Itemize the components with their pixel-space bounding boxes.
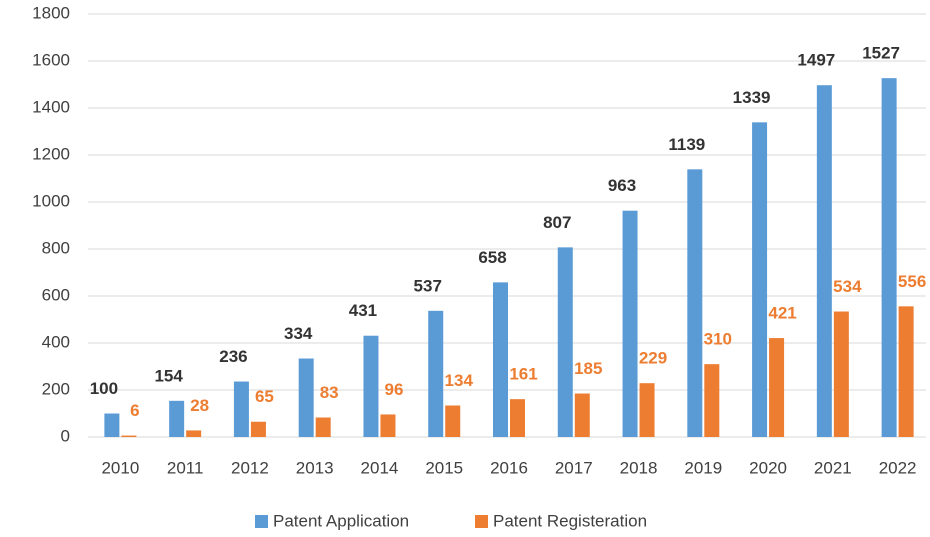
- y-tick-label: 600: [42, 285, 70, 304]
- x-tick-label: 2022: [879, 458, 917, 477]
- bar: [622, 210, 638, 437]
- bar: [233, 381, 249, 437]
- y-tick-label: 200: [42, 379, 70, 398]
- bar: [510, 399, 525, 437]
- bar: [169, 400, 185, 437]
- x-tick-label: 2011: [167, 458, 204, 477]
- value-label: 185: [574, 359, 602, 378]
- bar: [445, 405, 461, 437]
- value-label: 83: [320, 383, 339, 402]
- bar: [881, 78, 897, 437]
- bar: [298, 358, 314, 437]
- bar: [769, 338, 785, 437]
- y-tick-label: 1800: [32, 3, 70, 22]
- y-tick-label: 1600: [32, 50, 70, 69]
- value-label: 65: [255, 387, 274, 406]
- value-label: 236: [219, 347, 247, 366]
- x-tick-label: 2016: [490, 458, 528, 477]
- y-tick-label: 1200: [32, 144, 70, 163]
- x-tick-label: 2015: [425, 458, 463, 477]
- legend-swatch: [255, 515, 268, 528]
- bar: [687, 169, 703, 437]
- value-label: 1497: [797, 51, 835, 70]
- x-tick-label: 2014: [361, 458, 399, 477]
- value-label: 963: [608, 176, 636, 195]
- x-tick-label: 2021: [814, 458, 852, 477]
- legend-label: Patent Application: [273, 511, 409, 530]
- x-tick-label: 2019: [684, 458, 722, 477]
- value-label: 537: [414, 276, 442, 295]
- bar: [898, 306, 914, 437]
- value-label: 28: [190, 396, 209, 415]
- bar: [363, 335, 379, 437]
- y-tick-label: 400: [42, 332, 70, 351]
- bar: [104, 413, 120, 437]
- value-label: 161: [509, 365, 537, 384]
- value-label: 154: [154, 366, 183, 385]
- value-label: 100: [90, 379, 118, 398]
- value-label: 431: [349, 301, 377, 320]
- value-label: 310: [704, 330, 732, 349]
- y-tick-label: 800: [42, 238, 70, 257]
- value-label: 229: [639, 349, 667, 368]
- value-label: 1139: [668, 135, 705, 154]
- x-tick-label: 2012: [231, 458, 269, 477]
- value-label: 534: [833, 277, 862, 296]
- value-label: 334: [284, 324, 313, 343]
- x-tick-label: 2017: [555, 458, 593, 477]
- x-tick-label: 2013: [296, 458, 334, 477]
- bar: [186, 430, 202, 437]
- value-label: 96: [385, 380, 404, 399]
- bar: [315, 417, 331, 437]
- bar: [639, 383, 655, 437]
- y-tick-label: 1000: [32, 191, 70, 210]
- bar: [121, 435, 137, 437]
- x-tick-label: 2020: [749, 458, 787, 477]
- bar: [557, 247, 573, 437]
- legend-label: Patent Registeration: [493, 511, 647, 530]
- value-label: 807: [543, 213, 571, 232]
- bar: [380, 414, 396, 437]
- bar: [752, 122, 768, 438]
- y-tick-label: 1400: [32, 97, 70, 116]
- value-label: 421: [768, 304, 796, 323]
- value-label: 6: [130, 401, 139, 420]
- value-label: 1339: [733, 88, 771, 107]
- bar: [833, 311, 849, 437]
- bar: [574, 393, 590, 437]
- value-label: 658: [478, 248, 506, 267]
- bar: [816, 85, 832, 437]
- bar: [704, 364, 720, 437]
- x-tick-label: 2018: [620, 458, 658, 477]
- bar: [428, 310, 444, 437]
- x-tick-label: 2010: [101, 458, 139, 477]
- value-label: 134: [445, 371, 474, 390]
- y-tick-label: 0: [61, 426, 70, 445]
- bar: [250, 421, 266, 437]
- value-label: 556: [898, 272, 926, 291]
- legend-swatch: [475, 515, 488, 528]
- bar: [493, 282, 508, 437]
- value-label: 1527: [862, 44, 900, 63]
